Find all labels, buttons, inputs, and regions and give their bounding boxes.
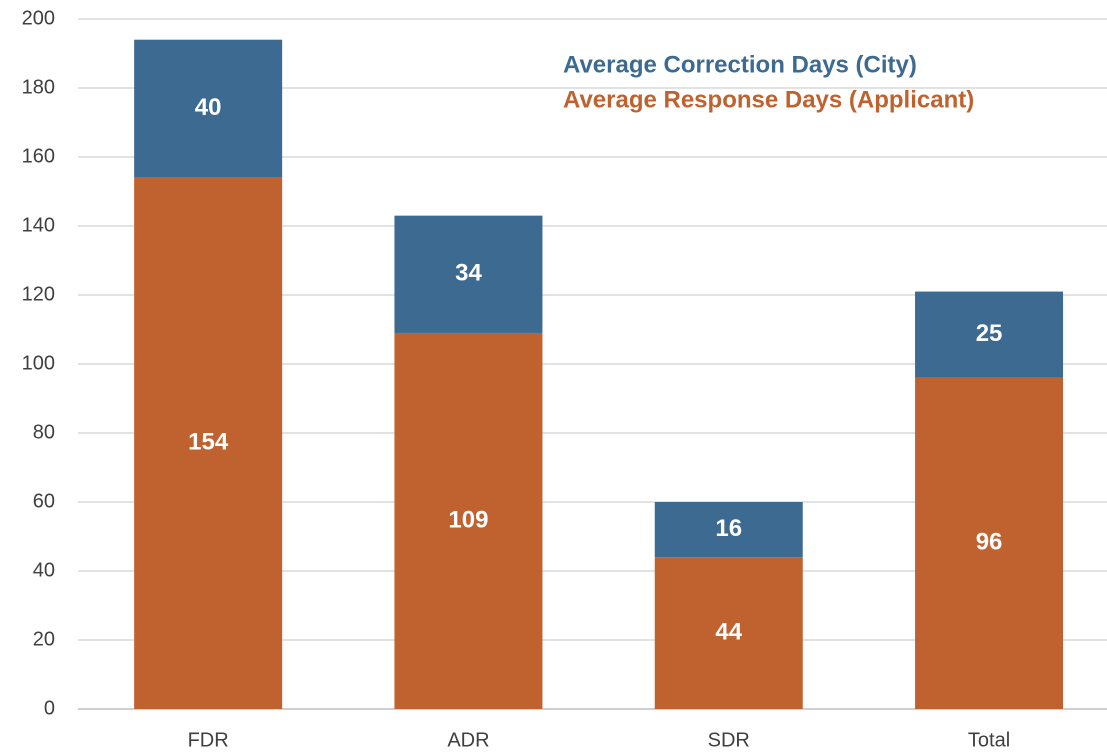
bar-segment	[915, 291, 1064, 378]
y-tick-label: 140	[22, 214, 55, 236]
data-label: 154	[188, 429, 229, 456]
y-tick-label: 40	[33, 559, 55, 581]
y-tick-label: 160	[22, 145, 55, 167]
x-tick-label: FDR	[188, 729, 229, 751]
legend-entry: Average Response Days (Applicant)	[563, 86, 974, 113]
y-tick-label: 120	[22, 283, 55, 305]
bar-segment	[134, 39, 283, 178]
data-label: 25	[976, 320, 1003, 347]
bar-segment	[654, 502, 803, 558]
y-tick-label: 200	[22, 7, 55, 29]
y-tick-label: 60	[33, 490, 55, 512]
bar-segment	[394, 215, 543, 333]
data-label: 44	[715, 618, 742, 645]
data-label: 16	[715, 515, 742, 542]
data-label: 96	[976, 529, 1003, 556]
bar-segment	[654, 557, 803, 709]
y-tick-label: 20	[33, 628, 55, 650]
y-tick-label: 80	[33, 421, 55, 443]
bar-segment	[394, 332, 543, 709]
data-label: 40	[195, 94, 222, 121]
bar-segment	[915, 377, 1064, 709]
y-tick-label: 100	[22, 352, 55, 374]
x-tick-label: Total	[968, 729, 1010, 751]
bar-segment	[134, 177, 283, 709]
x-tick-label: ADR	[447, 729, 489, 751]
y-tick-label: 180	[22, 76, 55, 98]
legend-entry: Average Correction Days (City)	[563, 51, 917, 78]
y-tick-label: 0	[44, 697, 55, 719]
x-tick-label: SDR	[708, 729, 750, 751]
data-label: 34	[455, 260, 482, 287]
data-label: 109	[448, 506, 488, 533]
